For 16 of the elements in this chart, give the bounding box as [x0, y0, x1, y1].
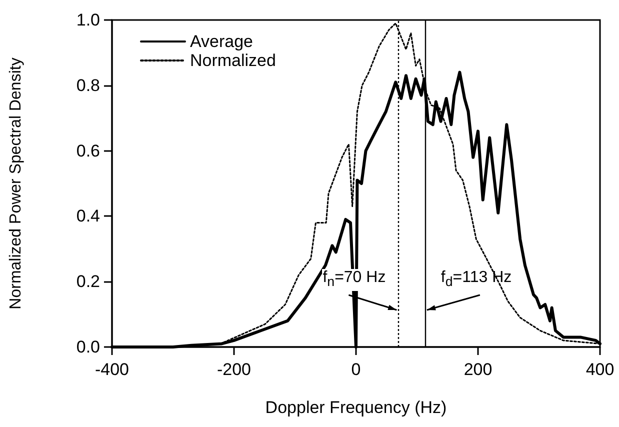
y-tick-label: 0.6 [76, 141, 100, 160]
x-tick-label: 0 [351, 360, 361, 379]
legend-label: Normalized [190, 51, 276, 70]
x-tick-label: 400 [586, 360, 614, 379]
y-tick-label: 0.0 [76, 338, 100, 356]
y-axis-title: Normalized Power Spectral Density [8, 58, 24, 310]
x-tick-label: 200 [464, 360, 492, 379]
y-tick-label: 0.2 [76, 272, 100, 292]
x-axis-title: Doppler Frequency (Hz) [265, 398, 447, 417]
legend-label: Average [190, 32, 254, 51]
x-tick-label: -200 [216, 360, 252, 379]
x-tick-label: -400 [94, 360, 130, 379]
y-tick-label: 1.0 [76, 10, 100, 30]
ref-line-label: f$_{n}$=70 Hz [322, 269, 387, 292]
y-tick-label: 0.8 [76, 76, 100, 95]
y-tick-label: 0.4 [76, 206, 100, 226]
